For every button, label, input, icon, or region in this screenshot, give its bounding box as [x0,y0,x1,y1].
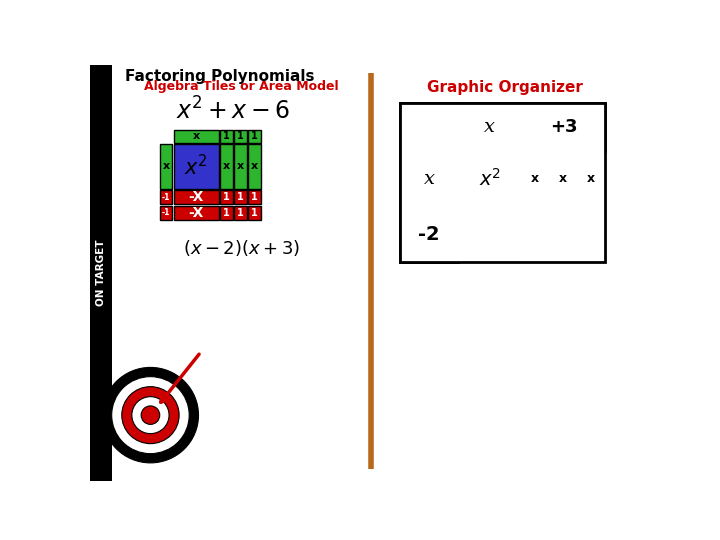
Bar [522,103,606,151]
Bar [174,190,219,204]
Text: -2: -2 [418,225,440,244]
Bar [248,144,261,189]
Text: $x^2 + x - 6$: $x^2 + x - 6$ [176,97,291,124]
Bar [90,65,112,481]
Bar [458,103,522,151]
Bar [458,151,522,206]
Bar [577,206,605,233]
Bar [234,206,246,220]
Text: 1: 1 [251,131,258,141]
Bar [522,151,549,206]
Bar [400,103,458,151]
Bar [549,151,577,206]
Bar [220,206,233,220]
Text: -x: -x [483,241,497,254]
Bar [248,190,261,204]
Circle shape [141,406,160,424]
Bar [577,234,605,261]
Text: $(x - 2)(x + 3)$: $(x - 2)(x + 3)$ [183,238,300,258]
Text: ON TARGET: ON TARGET [96,239,106,306]
Bar [522,234,549,261]
Text: 1: 1 [223,192,230,202]
Bar [400,103,606,262]
Circle shape [102,367,199,463]
Text: 1: 1 [237,192,244,202]
Text: 1: 1 [237,208,244,218]
Text: -X: -X [189,190,204,204]
Bar [220,144,233,189]
Text: 1: 1 [223,131,230,141]
Bar [577,151,605,206]
Bar [400,151,458,206]
Circle shape [132,397,169,434]
Text: x: x [222,161,230,171]
Text: x: x [485,118,495,136]
Text: x: x [559,172,567,185]
Text: x: x [237,161,244,171]
Bar [234,130,246,143]
Bar [160,190,172,204]
Text: +3: +3 [550,118,577,136]
Bar [234,144,246,189]
Text: x: x [251,161,258,171]
Bar [174,206,219,220]
Bar [174,144,219,189]
Bar [458,234,522,262]
Bar [549,206,577,233]
Text: x: x [587,172,595,185]
Circle shape [122,387,179,444]
Bar [248,130,261,143]
Bar [160,144,172,189]
Text: 1: 1 [223,208,230,218]
Text: 1: 1 [251,208,258,218]
Bar [234,190,246,204]
Text: 1: 1 [237,131,244,141]
Text: -X: -X [189,206,204,220]
Text: x: x [163,161,169,171]
Bar [160,206,172,220]
Text: Algebra Tiles or Area Model: Algebra Tiles or Area Model [144,80,338,93]
Text: -x: -x [483,214,497,227]
Text: -1: -1 [162,208,170,217]
Bar [174,130,219,143]
Circle shape [112,377,189,454]
Bar [248,206,261,220]
Bar [522,206,549,233]
Text: $x^2$: $x^2$ [479,168,501,190]
Text: Graphic Organizer: Graphic Organizer [427,80,582,95]
Text: x: x [423,170,435,188]
Bar [220,190,233,204]
Bar [549,234,577,261]
Bar [220,130,233,143]
Text: x: x [193,131,199,141]
Text: $x^2$: $x^2$ [184,154,208,179]
Text: x: x [531,172,539,185]
Bar [400,206,458,262]
Bar [458,206,522,234]
Text: 1: 1 [251,192,258,202]
Text: -1: -1 [162,193,170,202]
Text: Factoring Polynomials: Factoring Polynomials [125,69,315,84]
